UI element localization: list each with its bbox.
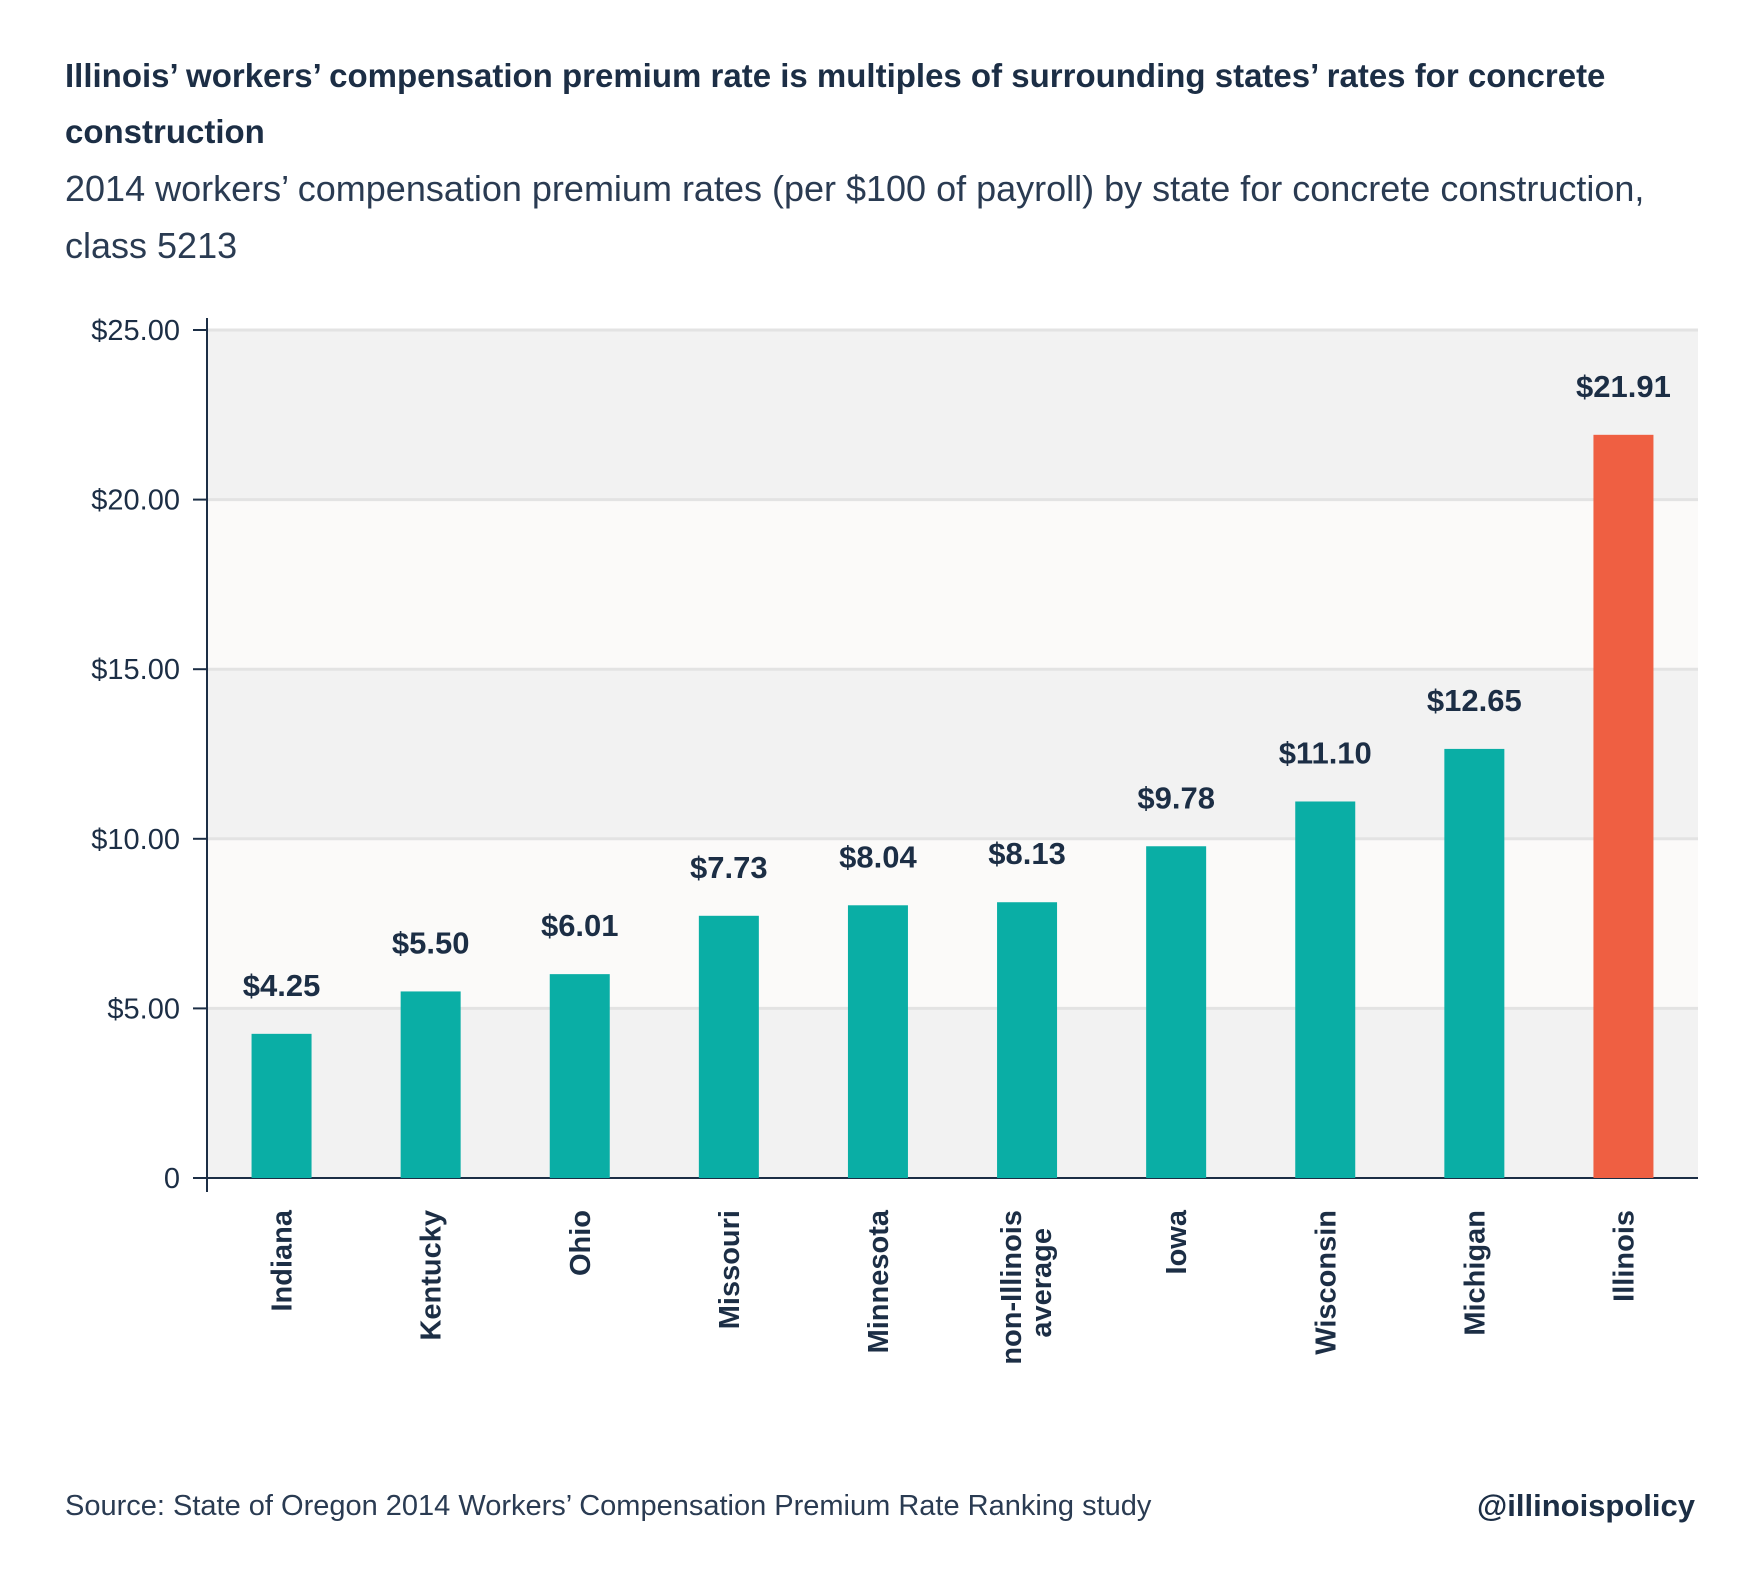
bar-kentucky bbox=[400, 991, 461, 1178]
x-tick-label: Wisconsin bbox=[1310, 1210, 1342, 1355]
y-tick-label: $10.00 bbox=[91, 824, 180, 856]
x-tick-label: Indiana bbox=[267, 1209, 299, 1311]
x-tick-label: Ohio bbox=[565, 1210, 597, 1276]
data-label: $7.73 bbox=[690, 850, 768, 885]
data-label: $5.50 bbox=[392, 925, 470, 960]
source-note: Source: State of Oregon 2014 Workers’ Co… bbox=[65, 1490, 1152, 1522]
bar-wisconsin bbox=[1295, 801, 1356, 1178]
x-tick-label: non-Illinoisaverage bbox=[996, 1210, 1058, 1365]
y-tick-label: $20.00 bbox=[91, 485, 180, 517]
bar-missouri bbox=[698, 915, 759, 1178]
bar-ohio bbox=[549, 974, 610, 1178]
data-label: $8.04 bbox=[839, 839, 917, 874]
twitter-handle: @illinoispolicy bbox=[1477, 1488, 1695, 1523]
data-label: $11.10 bbox=[1279, 735, 1372, 770]
y-tick-label: $25.00 bbox=[91, 315, 180, 347]
bar-illinois bbox=[1593, 434, 1654, 1178]
x-tick-label: Missouri bbox=[714, 1210, 746, 1329]
chart-title: Illinois’ workers’ compensation premium … bbox=[65, 57, 1606, 150]
bar-non-illinois-average bbox=[997, 902, 1058, 1178]
x-tick-label: Minnesota bbox=[863, 1209, 895, 1353]
data-label: $21.91 bbox=[1576, 369, 1671, 404]
y-tick-label: $15.00 bbox=[91, 654, 180, 686]
y-tick-label: 0 bbox=[164, 1163, 180, 1195]
data-label: $12.65 bbox=[1427, 683, 1522, 718]
grid-band bbox=[207, 499, 1698, 670]
bar-indiana bbox=[251, 1033, 312, 1178]
bar-minnesota bbox=[847, 905, 908, 1178]
grid-band bbox=[207, 330, 1698, 500]
x-tick-label: Illinois bbox=[1608, 1210, 1640, 1302]
x-tick-label: Kentucky bbox=[416, 1210, 448, 1341]
data-label: $9.78 bbox=[1137, 780, 1215, 815]
x-tick-label: Iowa bbox=[1161, 1209, 1193, 1274]
bar-michigan bbox=[1444, 748, 1505, 1178]
data-label: $6.01 bbox=[541, 908, 619, 943]
x-tick-label: Michigan bbox=[1459, 1210, 1491, 1336]
data-label: $8.13 bbox=[988, 836, 1066, 871]
bar-iowa bbox=[1146, 846, 1207, 1178]
chart-subtitle: 2014 workers’ compensation premium rates… bbox=[65, 168, 1645, 266]
data-label: $4.25 bbox=[243, 968, 321, 1003]
y-tick-label: $5.00 bbox=[107, 993, 180, 1025]
